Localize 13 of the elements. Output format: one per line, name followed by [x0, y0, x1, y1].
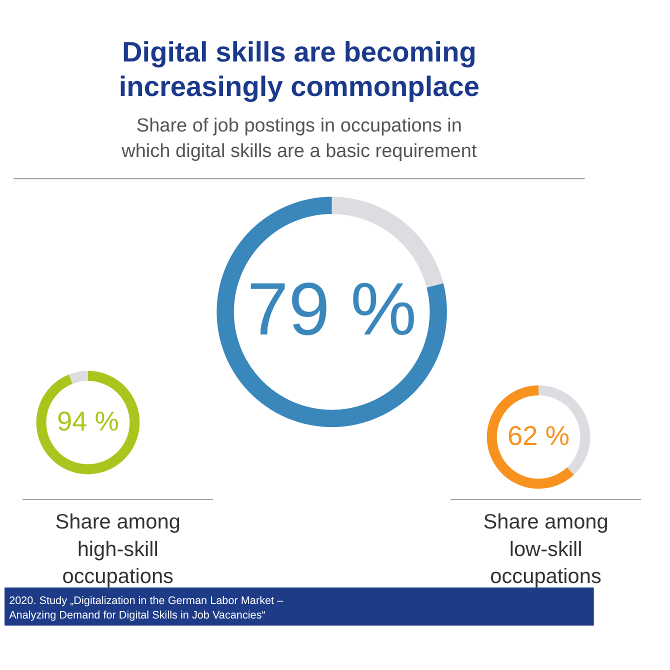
donut-slice: [36, 370, 140, 474]
data-label: 79 %: [247, 268, 417, 351]
donut-slice: [216, 196, 447, 427]
donut-slice: [68, 370, 88, 384]
donut-slice: [486, 385, 574, 489]
text: Share among low-skill occupations: [483, 510, 608, 588]
donut-slice: [538, 385, 590, 475]
text: Share among high-skill occupations: [55, 510, 180, 588]
chart-subtitle: Share of job postings in occupations in which digital skills are a basic requirement: [120, 115, 478, 162]
text: 2020. Study „Digitalization in the German Labor Market – Analyzing Demand for Digital Skills in Job Vacancies“: [9, 594, 284, 622]
data-label: 94 %: [56, 406, 119, 437]
chart-title: Digital skills are becoming increasingly commonplace: [118, 36, 480, 102]
data-label: 62 %: [508, 420, 570, 452]
